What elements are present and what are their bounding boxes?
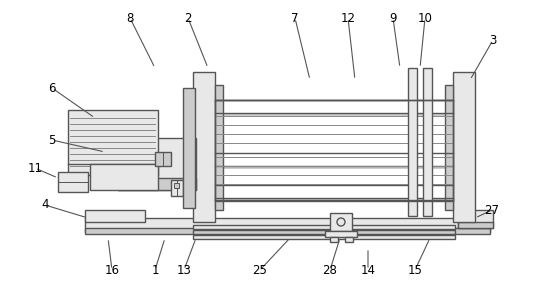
- Text: 11: 11: [27, 161, 43, 175]
- Bar: [345, 237, 353, 242]
- Bar: [215, 113, 453, 116]
- Text: 2: 2: [184, 11, 192, 24]
- Bar: [215, 100, 453, 113]
- Text: 25: 25: [253, 263, 268, 276]
- Bar: [215, 198, 453, 201]
- Text: 6: 6: [48, 81, 56, 94]
- Text: 12: 12: [341, 11, 356, 24]
- Bar: [68, 110, 158, 175]
- Bar: [174, 183, 179, 188]
- Text: 14: 14: [360, 263, 375, 276]
- Text: 5: 5: [48, 133, 56, 146]
- Bar: [118, 138, 196, 190]
- Bar: [155, 152, 171, 166]
- Bar: [215, 166, 453, 169]
- Text: 16: 16: [105, 263, 120, 276]
- Text: 27: 27: [484, 203, 499, 216]
- Bar: [193, 225, 455, 229]
- Text: 1: 1: [151, 263, 159, 276]
- Text: 3: 3: [489, 34, 497, 46]
- Bar: [325, 231, 357, 237]
- Bar: [118, 178, 196, 190]
- Bar: [423, 68, 432, 216]
- Bar: [215, 185, 453, 198]
- Text: 9: 9: [389, 11, 397, 24]
- Text: 28: 28: [323, 263, 337, 276]
- Bar: [408, 68, 417, 216]
- Bar: [171, 180, 183, 196]
- Text: 4: 4: [41, 198, 49, 211]
- Bar: [193, 230, 455, 234]
- Bar: [85, 218, 490, 232]
- Bar: [458, 222, 493, 228]
- Text: 7: 7: [291, 11, 299, 24]
- Bar: [183, 88, 195, 208]
- Bar: [193, 72, 215, 222]
- Bar: [90, 164, 158, 190]
- Bar: [453, 72, 475, 222]
- Bar: [330, 213, 352, 231]
- Text: 15: 15: [407, 263, 422, 276]
- Text: 8: 8: [127, 11, 134, 24]
- Bar: [85, 228, 490, 234]
- Bar: [193, 235, 455, 239]
- Bar: [458, 210, 493, 228]
- Bar: [85, 210, 145, 222]
- Bar: [215, 85, 223, 210]
- Bar: [58, 172, 88, 192]
- Text: 13: 13: [177, 263, 191, 276]
- Bar: [215, 153, 453, 166]
- Bar: [330, 237, 338, 242]
- Bar: [445, 85, 453, 210]
- Text: 10: 10: [418, 11, 433, 24]
- Bar: [215, 100, 453, 201]
